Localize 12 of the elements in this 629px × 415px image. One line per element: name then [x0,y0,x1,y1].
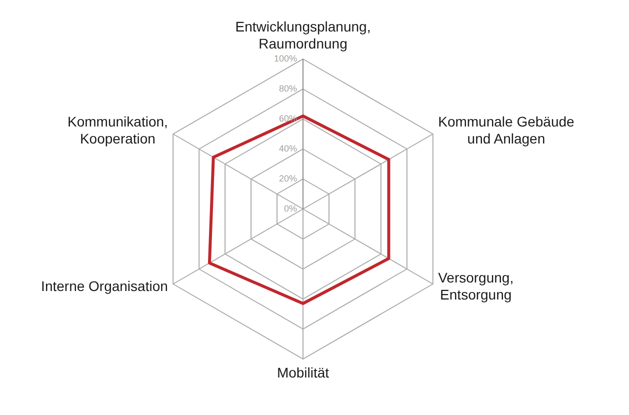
y-tick-label: 0% [284,203,297,214]
spoke-label: Kommunale Gebäude und Anlagen [438,113,575,146]
y-tick-label: 60% [278,113,297,124]
y-tick-label: 100% [274,53,297,64]
spoke-label: Interne Organisation [41,278,168,294]
spoke-label: Kommunikation, Kooperation [68,113,168,146]
spoke-label: Mobilität [276,364,330,380]
spoke-label: Entwicklungsplanung, Raumordnung [235,18,371,52]
spoke-label: Versorgung, Entsorgung [438,269,514,302]
y-tick-label: 80% [278,83,297,94]
y-tick-label: 40% [278,143,297,154]
y-tick-label: 20% [278,173,297,184]
